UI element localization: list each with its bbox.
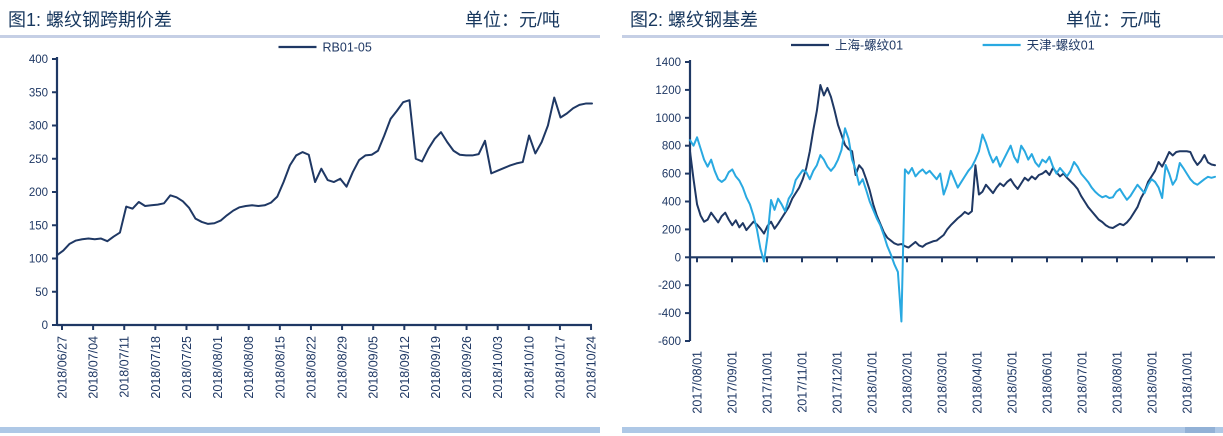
svg-text:2017/12/01: 2017/12/01 [831,351,845,414]
svg-text:400: 400 [662,197,681,209]
svg-text:2018/01/01: 2018/01/01 [866,351,880,414]
svg-text:2018/07/25: 2018/07/25 [180,336,194,399]
svg-text:0: 0 [675,252,681,264]
svg-text:200: 200 [29,187,48,199]
figure1-bottom-border [0,427,600,433]
svg-text:50: 50 [35,287,48,299]
svg-text:2018/07/11: 2018/07/11 [118,336,132,398]
svg-text:200: 200 [662,224,681,236]
figure2-unit-label: 单位：元/吨 [1065,10,1161,30]
figure2-panel: 图2: 螺纹钢基差 单位：元/吨 -600 -400 -200 0 200 400 600 8… [622,0,1223,436]
svg-text:300: 300 [29,121,48,133]
svg-text:天津-螺纹01: 天津-螺纹01 [1027,39,1095,53]
svg-text:400: 400 [29,54,48,66]
svg-text:2018/09/01: 2018/09/01 [1146,351,1160,414]
svg-text:2018/07/18: 2018/07/18 [149,336,163,399]
svg-text:800: 800 [662,141,681,153]
figure2-bottom-border [622,427,1223,433]
svg-text:150: 150 [29,220,48,232]
svg-text:2018/06/27: 2018/06/27 [56,336,70,399]
svg-text:2018/10/17: 2018/10/17 [553,336,567,399]
svg-text:1400: 1400 [655,57,681,69]
svg-text:-400: -400 [658,308,681,320]
svg-text:0: 0 [42,320,48,332]
svg-text:1000: 1000 [655,113,681,125]
svg-text:250: 250 [29,154,48,166]
figure1-header-divider [0,35,600,38]
svg-text:2018/04/01: 2018/04/01 [971,351,985,414]
svg-text:2018/10/03: 2018/10/03 [491,336,505,399]
svg-text:2018/08/01: 2018/08/01 [1111,351,1125,414]
figure1-unit-label: 单位：元/吨 [464,10,560,30]
svg-text:2018/08/29: 2018/08/29 [336,336,350,399]
svg-text:2018/09/19: 2018/09/19 [429,336,443,399]
svg-text:2018/07/01: 2018/07/01 [1076,351,1090,414]
svg-text:2018/10/10: 2018/10/10 [522,336,536,399]
svg-text:RB01-05: RB01-05 [323,41,372,55]
svg-text:2018/05/01: 2018/05/01 [1006,351,1020,414]
svg-text:2018/08/15: 2018/08/15 [273,336,287,399]
figure2-title: 图2: 螺纹钢基差 [630,10,759,30]
svg-text:2018/08/22: 2018/08/22 [304,336,318,399]
figure2-chart-canvas: -600 -400 -200 0 200 400 600 800 1000 1200 1400 201… [622,0,1223,436]
figure2-header: 图2: 螺纹钢基差 单位：元/吨 [622,0,1223,32]
svg-text:-200: -200 [658,280,681,292]
svg-text:2018/06/01: 2018/06/01 [1041,351,1055,414]
svg-text:350: 350 [29,87,48,99]
svg-text:1200: 1200 [655,85,681,97]
figure1-panel: 图1: 螺纹钢跨期价差 单位：元/吨 0 50 100 150 200 250 300 350… [0,0,600,436]
figure2-bottom-border-segment [1185,427,1215,433]
figure2-header-divider [622,35,1223,38]
svg-text:2018/09/26: 2018/09/26 [460,336,474,399]
svg-text:2018/03/01: 2018/03/01 [936,351,950,414]
svg-text:2018/09/05: 2018/09/05 [367,336,381,399]
svg-text:2018/08/08: 2018/08/08 [242,336,256,399]
svg-text:2018/02/01: 2018/02/01 [901,351,915,414]
svg-text:2018/07/04: 2018/07/04 [87,336,101,399]
figure1-chart-canvas: 0 50 100 150 200 250 300 350 400 2018/06/27 2018/0… [0,0,600,436]
svg-text:2018/08/01: 2018/08/01 [211,336,225,399]
svg-text:2017/11/01: 2017/11/01 [796,351,810,413]
figure1-title: 图1: 螺纹钢跨期价差 [8,10,173,30]
svg-text:2017/10/01: 2017/10/01 [761,351,775,414]
svg-text:100: 100 [29,254,48,266]
svg-text:2018/10/24: 2018/10/24 [585,336,599,399]
svg-text:-600: -600 [658,336,681,348]
svg-text:2017/08/01: 2017/08/01 [691,351,705,414]
figure1-header: 图1: 螺纹钢跨期价差 单位：元/吨 [0,0,600,32]
svg-text:2018/09/12: 2018/09/12 [398,336,412,399]
svg-text:上海-螺纹01: 上海-螺纹01 [835,38,903,53]
svg-text:2017/09/01: 2017/09/01 [726,351,740,414]
svg-text:2018/10/01: 2018/10/01 [1181,351,1195,414]
svg-text:600: 600 [662,169,681,181]
